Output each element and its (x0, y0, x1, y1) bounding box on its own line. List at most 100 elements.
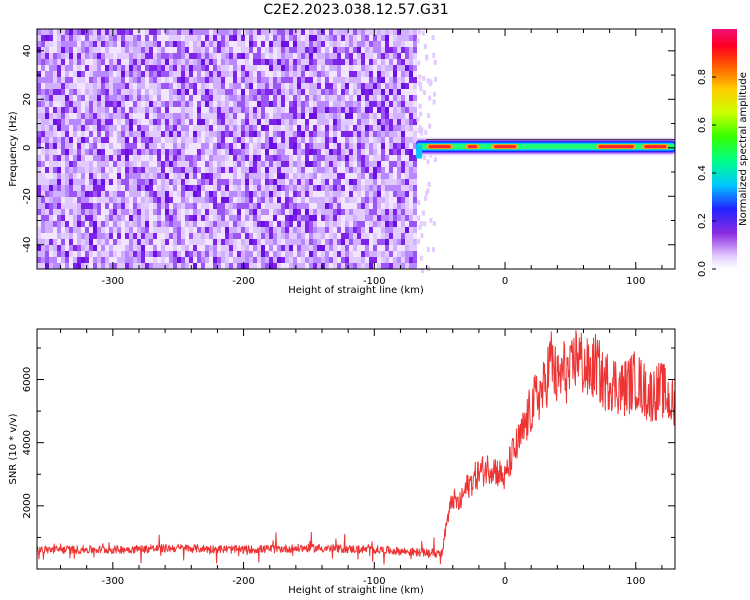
spectrogram-cell (101, 221, 105, 227)
spectrogram-cell (361, 227, 365, 233)
spectrogram-cell (229, 191, 233, 197)
spectrogram-cell (277, 233, 281, 239)
spectrogram-cell (245, 65, 249, 71)
spectrogram-cell (385, 29, 389, 35)
spectrogram-cell (285, 125, 289, 131)
spectrogram-cell (165, 29, 169, 35)
spectrogram-cell (281, 185, 285, 191)
spectrogram-cell (89, 143, 93, 149)
spectrogram-cell (93, 125, 97, 131)
spectrogram-cell (389, 173, 393, 179)
spectrogram-cell (65, 227, 69, 233)
spectrogram-cell (125, 29, 129, 35)
spectrogram-cell (369, 257, 373, 263)
spectrogram-cell (345, 35, 349, 41)
spectrogram-x-tick-label: -100 (363, 276, 386, 287)
spectrogram-cell (201, 155, 205, 161)
spectrogram-cell (373, 233, 377, 239)
spectrogram-cell (73, 185, 77, 191)
spectrogram-cell (309, 257, 313, 263)
spectrogram-cell (225, 41, 229, 47)
spectrogram-cell (349, 137, 353, 143)
spectrogram-cell (109, 119, 113, 125)
spectrogram-cell (325, 89, 329, 95)
spectrogram-cell (133, 65, 137, 71)
spectrogram-cell (73, 149, 77, 155)
spectrogram-cell (357, 47, 361, 53)
spectrogram-cell (109, 161, 113, 167)
spectrogram-cell (277, 143, 281, 149)
spectrogram-cell (237, 245, 241, 251)
spectrogram-cell (397, 173, 401, 179)
spectrogram-cell (357, 155, 361, 161)
spectrogram-cell (161, 257, 165, 263)
spectrogram-cell (361, 167, 365, 173)
spectrogram-cell (341, 101, 345, 107)
spectrogram-cell (229, 263, 233, 269)
spectrogram-cell (113, 83, 117, 89)
spectrogram-cell (313, 227, 317, 233)
spectrogram-cell (381, 245, 385, 251)
spectrogram-cell (393, 185, 397, 191)
spectrogram-cell (413, 161, 417, 167)
spectrogram-cell (105, 143, 109, 149)
spectrogram-cell (185, 209, 189, 215)
spectrogram-cell (397, 35, 401, 41)
spectrogram-cell (353, 185, 357, 191)
spectrogram-cell (277, 167, 281, 173)
spectrogram-cell (245, 167, 249, 173)
spectrogram-cell (177, 107, 181, 113)
spectrogram-cell (377, 41, 381, 47)
spectrogram-cell (225, 53, 229, 59)
spectrogram-cell (229, 209, 233, 215)
spectrogram-cell (257, 161, 261, 167)
spectrogram-cell (361, 245, 365, 251)
spectrogram-cell (201, 71, 205, 77)
spectrogram-cell (129, 29, 133, 35)
spectrogram-cell (409, 53, 413, 59)
spectrogram-cell (141, 245, 145, 251)
spectrogram-cell (157, 209, 161, 215)
spectrogram-cell (137, 239, 141, 245)
spectrogram-cell (37, 77, 41, 83)
spectrogram-cell (413, 137, 417, 143)
spectrogram-cell (161, 125, 165, 131)
spectrogram-cell (205, 227, 209, 233)
spectrogram-cell (385, 137, 389, 143)
spectrogram-cell (369, 161, 373, 167)
spectrogram-cell (37, 233, 41, 239)
spectrogram-cell (37, 125, 41, 131)
spectrogram-cell (325, 215, 329, 221)
spectrogram-cell (117, 29, 121, 35)
spectrogram-cell (189, 221, 193, 227)
spectrogram-cell (125, 227, 129, 233)
spectrogram-cell (233, 29, 237, 35)
spectrogram-cell (105, 89, 109, 95)
spectrogram-cell (173, 203, 177, 209)
spectrogram-cell (113, 239, 117, 245)
spectrogram-cell (325, 35, 329, 41)
spectrogram-cell (405, 173, 409, 179)
spectrogram-cell (321, 179, 325, 185)
spectrogram-cell (193, 167, 197, 173)
spectrogram-cell (189, 59, 193, 65)
spectrogram-cell (41, 47, 45, 53)
spectrogram-cell (157, 167, 161, 173)
spectrogram-cell (329, 239, 333, 245)
spectrogram-cell (325, 239, 329, 245)
spectrogram-cell (405, 209, 409, 215)
spectrogram-cell (432, 52, 436, 58)
spectrogram-cell (157, 155, 161, 161)
spectrogram-cell (409, 215, 413, 221)
spectrogram-cell (225, 35, 229, 41)
spectrogram-cell (377, 233, 381, 239)
spectrogram-cell (373, 125, 377, 131)
spectrogram-cell (281, 233, 285, 239)
spectrogram-cell (269, 41, 273, 47)
spectrogram-cell (349, 257, 353, 263)
spectrogram-cell (385, 263, 389, 269)
spectrogram-cell (149, 29, 153, 35)
spectrogram-cell (45, 155, 49, 161)
spectrogram-cell (269, 95, 273, 101)
spectrogram-cell (141, 167, 145, 173)
